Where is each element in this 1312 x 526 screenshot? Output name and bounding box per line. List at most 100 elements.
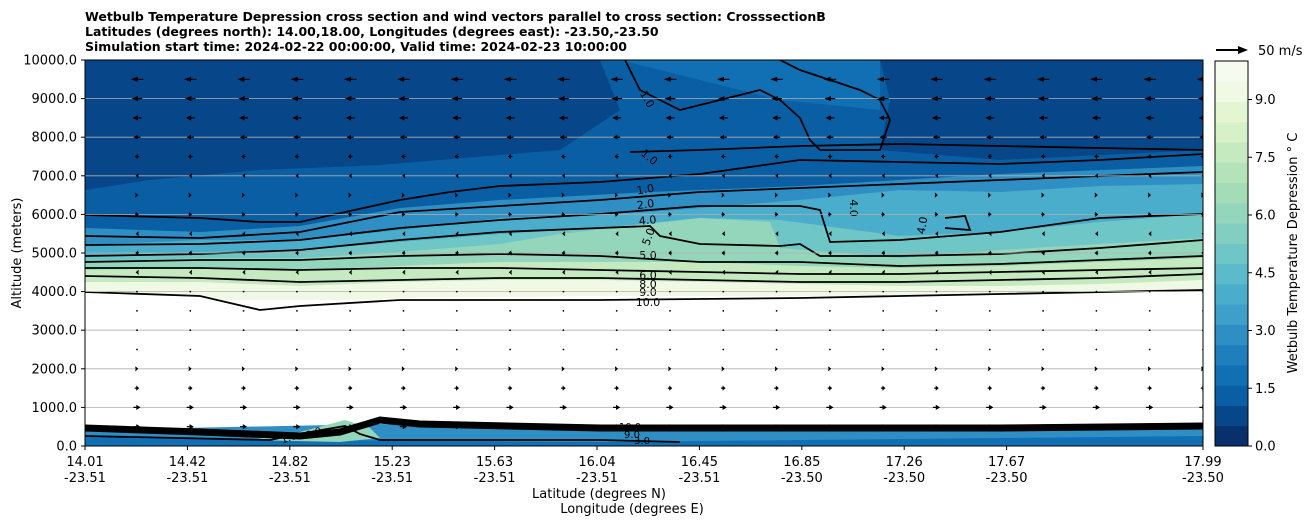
colorbar-band	[1215, 385, 1248, 406]
contour-8	[85, 267, 1203, 275]
wind-vector	[1094, 250, 1099, 256]
wind-vector	[666, 424, 674, 430]
wind-vector	[185, 115, 195, 121]
wind-vector	[401, 366, 405, 372]
wind-vector	[508, 231, 512, 237]
wind-vector	[1095, 310, 1098, 312]
wind-vector	[135, 211, 139, 217]
wind-vector	[935, 173, 939, 179]
y-axis: 0.0 1000.0 2000.0 3000.0 4000.0 5000.0 6000.0 7…	[23, 54, 85, 455]
wind-vector	[935, 310, 938, 312]
wind-vector	[611, 96, 623, 102]
wind-vector	[348, 173, 352, 179]
colorbar-band	[1215, 223, 1248, 244]
wind-vector	[184, 96, 196, 102]
wind-vector	[1092, 404, 1100, 410]
wind-vector	[293, 134, 301, 140]
wind-vector	[828, 192, 832, 198]
contour-1-b	[629, 143, 1203, 153]
wind-vector	[347, 385, 353, 391]
wind-vector	[717, 76, 730, 82]
wind-vector	[559, 134, 567, 140]
wind-vector	[401, 153, 406, 160]
colorbar-band	[1215, 162, 1248, 184]
wind-vector	[1092, 134, 1100, 140]
wind-vector	[1146, 424, 1154, 430]
colorbar-band	[1215, 364, 1248, 386]
wind-vector	[774, 153, 779, 160]
wind-vector	[399, 424, 408, 430]
wind-vector	[1095, 231, 1099, 237]
wind-vector	[1197, 96, 1203, 101]
wind-vector	[932, 134, 941, 140]
x-tick-label-lat: 17.26	[886, 455, 923, 470]
colorbar-band	[1215, 263, 1248, 285]
wind-vector	[1148, 310, 1151, 312]
wind-vector	[1255, 193, 1258, 198]
wind-vector	[1040, 385, 1046, 391]
wind-vector	[455, 366, 459, 372]
wind-vector	[931, 96, 942, 102]
wind-vector	[241, 192, 245, 198]
wind-vector	[1148, 329, 1151, 332]
contour-label: 5.0	[639, 249, 657, 262]
wind-vector	[722, 348, 725, 351]
wind-vector	[1037, 96, 1049, 102]
wind-vector	[188, 192, 192, 198]
wind-vector	[455, 290, 458, 293]
wind-vector	[240, 134, 248, 140]
wind-vector	[399, 404, 408, 410]
wind-vector	[559, 404, 567, 410]
wind-vector	[239, 115, 249, 121]
wind-vector	[450, 76, 464, 82]
wind-vector	[1253, 135, 1260, 140]
wind-vector	[934, 385, 939, 391]
x-tick-label-lat: 14.42	[169, 455, 206, 470]
reference-vector: 50 m/s	[1216, 44, 1303, 59]
contour-label: 4.0	[638, 213, 657, 228]
wind-vector	[876, 76, 890, 82]
wind-vector	[295, 192, 299, 198]
wind-vector	[134, 385, 140, 391]
wind-vector	[882, 329, 885, 332]
colorbar-band	[1215, 425, 1248, 447]
wind-vector	[346, 404, 354, 410]
x-axis-label-lon: Longitude (degrees E)	[560, 502, 704, 517]
wind-vector	[455, 310, 458, 312]
wind-vector	[188, 385, 193, 391]
colorbar-band	[1215, 202, 1248, 224]
wind-vector	[1145, 115, 1155, 121]
wind-vector	[562, 269, 566, 275]
contour-labels: 1.0 1.0 1.0 2.0 4.0 5.0 5.0 6.0 8.0 9.0 …	[280, 88, 931, 447]
wind-vector	[772, 115, 782, 121]
colorbar-frame	[1214, 60, 1249, 447]
wind-vector	[135, 250, 139, 256]
wind-vector	[135, 173, 139, 179]
wind-vector	[1041, 366, 1045, 372]
wind-vector	[879, 424, 887, 430]
wind-vector	[561, 192, 565, 198]
wind-vector	[1095, 173, 1099, 179]
wind-vector	[401, 250, 406, 256]
contour-10	[85, 289, 1203, 311]
wind-vector	[829, 348, 831, 351]
wind-vector	[348, 366, 352, 372]
surface-contour-thin	[85, 425, 681, 443]
wind-vector	[1200, 385, 1203, 391]
wind-vector	[241, 366, 245, 372]
colorbar-band	[1215, 101, 1248, 123]
wind-vector	[241, 250, 246, 256]
wind-vector	[615, 173, 619, 179]
wind-vector	[879, 134, 887, 140]
wind-vectors	[130, 76, 1263, 430]
wind-vector	[1250, 77, 1263, 82]
wind-vector	[722, 329, 725, 332]
contour-label: 6.0	[639, 269, 657, 282]
wind-vector	[1042, 290, 1044, 293]
contour-2	[85, 171, 1203, 239]
colorbar-tick-label: 9.0	[1255, 93, 1276, 108]
wind-vector	[1039, 424, 1047, 430]
wind-vector	[503, 76, 517, 82]
y-tick-label: 3000.0	[32, 324, 78, 339]
wind-vector	[504, 96, 516, 102]
